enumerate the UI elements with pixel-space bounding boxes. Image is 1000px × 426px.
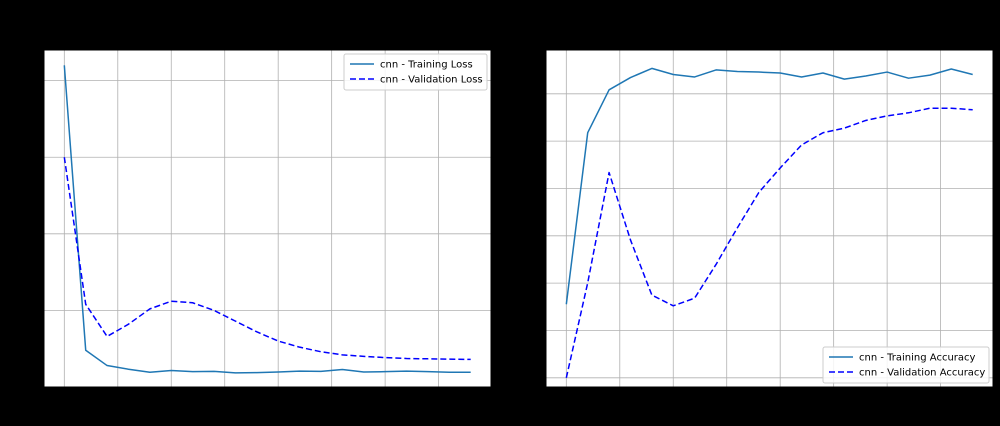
loss-legend: cnn - Training Loss cnn - Validation Loss xyxy=(343,53,488,91)
accuracy-legend-label-0: cnn - Training Accuracy xyxy=(859,353,976,364)
chart-loss: cnn - Training Loss cnn - Validation Loss xyxy=(43,49,492,388)
loss-legend-box xyxy=(343,53,488,91)
accuracy-legend: cnn - Training Accuracy cnn - Validation … xyxy=(822,346,990,384)
chart-accuracy: cnn - Training Accuracy cnn - Validation … xyxy=(545,49,994,388)
accuracy-plot-area xyxy=(546,50,993,387)
accuracy-grid xyxy=(546,50,993,387)
accuracy-series-validation-line xyxy=(565,107,973,378)
loss-legend-label-0: cnn - Training Loss xyxy=(380,60,473,71)
loss-plot-area xyxy=(44,50,491,387)
loss-grid xyxy=(44,50,491,388)
accuracy-axes-frame xyxy=(545,49,994,388)
accuracy-legend-label-1: cnn - Validation Accuracy xyxy=(859,368,985,379)
loss-series-validation-line xyxy=(63,157,471,361)
accuracy-series-training-line xyxy=(565,67,973,305)
loss-series-training-line xyxy=(63,65,471,374)
loss-axes-frame xyxy=(43,49,492,388)
loss-legend-label-1: cnn - Validation Loss xyxy=(380,75,483,86)
accuracy-legend-box xyxy=(822,346,990,384)
